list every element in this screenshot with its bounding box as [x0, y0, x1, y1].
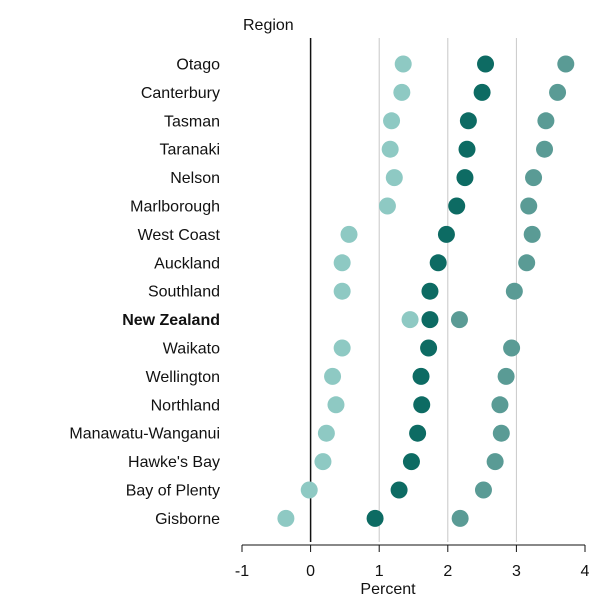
- data-point: [459, 112, 477, 130]
- category-labels: Otago Canterbury Tasman Taranaki Nelson Marlb…: [69, 57, 220, 528]
- category-label: Otago: [176, 57, 220, 74]
- data-point: [314, 453, 332, 471]
- data-point: [402, 453, 420, 471]
- data-point: [421, 311, 439, 329]
- category-label: Nelson: [170, 170, 220, 187]
- data-point: [300, 481, 318, 499]
- x-axis: -1 0 1 2 3 4: [235, 544, 590, 580]
- data-point: [420, 339, 438, 357]
- data-point: [474, 481, 492, 499]
- x-tick-label: 1: [375, 563, 384, 580]
- data-point: [340, 225, 358, 243]
- category-label: Waikato: [163, 341, 220, 358]
- data-point: [537, 112, 555, 130]
- data-point: [383, 112, 401, 130]
- data-point: [523, 225, 541, 243]
- x-tick-label: -1: [235, 563, 249, 580]
- data-point: [385, 169, 403, 187]
- data-point: [324, 367, 342, 385]
- x-tick-label: 4: [581, 563, 590, 580]
- data-point: [448, 197, 466, 215]
- category-label: West Coast: [138, 227, 221, 244]
- data-point: [477, 55, 495, 73]
- category-label: Southland: [148, 284, 220, 301]
- data-point: [491, 396, 509, 414]
- category-label: Canterbury: [141, 85, 220, 102]
- y-axis-title: Region: [243, 17, 294, 34]
- data-point: [413, 396, 431, 414]
- category-label: Marlborough: [130, 199, 220, 216]
- data-point: [393, 83, 411, 101]
- category-label: Auckland: [154, 255, 220, 272]
- data-point: [378, 197, 396, 215]
- data-point: [497, 367, 515, 385]
- data-point: [277, 509, 295, 527]
- category-label: Gisborne: [155, 511, 220, 528]
- data-point: [390, 481, 408, 499]
- data-point: [520, 197, 538, 215]
- data-point: [317, 424, 335, 442]
- data-point: [429, 254, 447, 272]
- data-point: [505, 282, 523, 300]
- data-point: [492, 424, 510, 442]
- data-point: [503, 339, 521, 357]
- data-point: [437, 225, 455, 243]
- category-label: Tasman: [164, 113, 220, 130]
- data-point: [486, 453, 504, 471]
- data-point: [536, 140, 554, 158]
- category-label: Bay of Plenty: [126, 483, 220, 500]
- x-tick-label: 2: [443, 563, 452, 580]
- data-point: [401, 311, 419, 329]
- data-point: [327, 396, 345, 414]
- data-point: [557, 55, 575, 73]
- category-label: Northland: [151, 397, 220, 414]
- data-point: [458, 140, 476, 158]
- category-label: Hawke's Bay: [128, 454, 220, 471]
- data-point: [549, 83, 567, 101]
- category-label: Taranaki: [160, 142, 220, 159]
- data-point: [381, 140, 399, 158]
- x-axis-title: Percent: [360, 581, 416, 596]
- data-point: [473, 83, 491, 101]
- data-point: [525, 169, 543, 187]
- data-point: [518, 254, 536, 272]
- data-points: [277, 55, 575, 527]
- category-label: New Zealand: [122, 312, 220, 329]
- data-point: [450, 311, 468, 329]
- data-point: [333, 339, 351, 357]
- data-point: [421, 282, 439, 300]
- data-point: [333, 254, 351, 272]
- data-point: [451, 509, 469, 527]
- category-label: Wellington: [146, 369, 220, 386]
- category-label: Manawatu-Wanganui: [69, 426, 220, 443]
- x-tick-label: 0: [306, 563, 315, 580]
- x-tick-label: 3: [512, 563, 521, 580]
- data-point: [394, 55, 412, 73]
- data-point: [366, 509, 384, 527]
- data-point: [409, 424, 427, 442]
- data-point: [412, 367, 430, 385]
- data-point: [333, 282, 351, 300]
- data-point: [456, 169, 474, 187]
